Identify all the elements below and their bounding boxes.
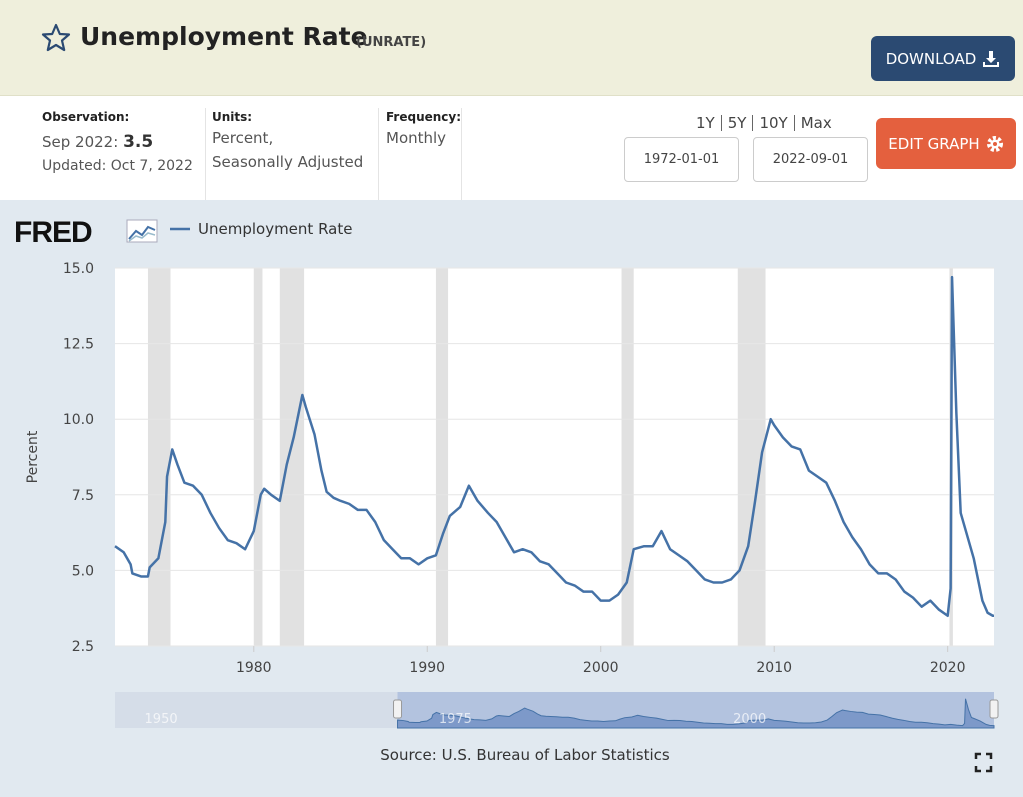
y-tick-label: 15.0 bbox=[63, 261, 94, 277]
range-link[interactable]: Max bbox=[793, 115, 838, 131]
series-line bbox=[114, 275, 995, 618]
header bbox=[0, 0, 1023, 96]
navigator-handle[interactable] bbox=[393, 699, 403, 719]
units-line: Percent, bbox=[212, 129, 274, 147]
navigator-tick-label: 1950 bbox=[145, 712, 178, 727]
observation-label: Observation: bbox=[42, 110, 130, 124]
x-tick-label: 1990 bbox=[409, 660, 445, 676]
edit-graph-label: EDIT GRAPH bbox=[888, 134, 980, 153]
start-date-input[interactable]: 1972-01-01 bbox=[624, 137, 739, 182]
y-tick-label: 5.0 bbox=[72, 563, 94, 579]
legend-label: Unemployment Rate bbox=[198, 220, 352, 238]
frequency-label: Frequency: bbox=[386, 110, 462, 124]
download-label: DOWNLOAD bbox=[885, 49, 977, 68]
observation: Sep 2022: 3.5 bbox=[42, 132, 153, 152]
source: Source: U.S. Bureau of Labor Statistics bbox=[380, 746, 670, 764]
y-tick-label: 10.0 bbox=[63, 412, 94, 428]
logo-icon bbox=[126, 219, 158, 243]
recession-band bbox=[435, 268, 449, 646]
favorite-star[interactable] bbox=[40, 22, 72, 54]
x-tick-label: 2020 bbox=[930, 660, 966, 676]
observation-value: 3.5 bbox=[123, 132, 154, 152]
navigator-tick-label: 1975 bbox=[439, 712, 472, 727]
recession-band bbox=[253, 268, 263, 646]
plot-area bbox=[115, 268, 994, 646]
recession-band bbox=[621, 268, 634, 646]
end-date-input[interactable]: 2022-09-01 bbox=[753, 137, 868, 182]
range-links: 1Y 5Y 10Y Max bbox=[690, 115, 838, 131]
units-line: Seasonally Adjusted bbox=[212, 153, 364, 171]
series-code: (UNRATE) bbox=[356, 35, 427, 50]
divider bbox=[378, 108, 379, 200]
recession-band bbox=[147, 268, 171, 646]
y-tick-label: 2.5 bbox=[72, 639, 94, 655]
y-tick-label: 7.5 bbox=[72, 488, 94, 504]
frequency: Monthly bbox=[386, 129, 447, 147]
fullscreen-icon[interactable] bbox=[974, 752, 993, 773]
handle bbox=[393, 699, 403, 719]
range-link[interactable]: 1Y bbox=[696, 114, 715, 132]
download-icon bbox=[983, 50, 1000, 67]
chart: FRED Source: U.S. Bureau of Labor Statis… bbox=[0, 200, 1023, 797]
x-tick-label: 1980 bbox=[236, 660, 272, 676]
range-link[interactable]: 10Y bbox=[752, 115, 793, 131]
navigator-area bbox=[397, 698, 995, 729]
gear-icon bbox=[986, 135, 1003, 152]
edit-graph-button[interactable]: EDIT GRAPH bbox=[876, 118, 1016, 169]
series-title: Unemployment Rate bbox=[80, 22, 368, 51]
navigator-handle[interactable] bbox=[989, 699, 999, 719]
x-tick-label: 2000 bbox=[583, 660, 619, 676]
recession-band bbox=[279, 268, 305, 646]
y-axis-label: Percent bbox=[25, 430, 41, 483]
divider bbox=[461, 108, 462, 200]
updated: Updated: Oct 7, 2022 bbox=[42, 158, 193, 174]
range-link[interactable]: 5Y bbox=[720, 115, 753, 131]
download-button[interactable]: DOWNLOAD bbox=[871, 36, 1015, 81]
y-tick-label: 12.5 bbox=[63, 337, 94, 353]
units-label: Units: bbox=[212, 110, 253, 124]
fred-logo: FRED bbox=[14, 216, 92, 249]
x-tick-label: 2010 bbox=[756, 660, 792, 676]
divider bbox=[205, 108, 206, 200]
handle bbox=[989, 699, 999, 719]
navigator-tick-label: 2000 bbox=[733, 712, 766, 727]
observation-date: Sep 2022: bbox=[42, 133, 119, 151]
